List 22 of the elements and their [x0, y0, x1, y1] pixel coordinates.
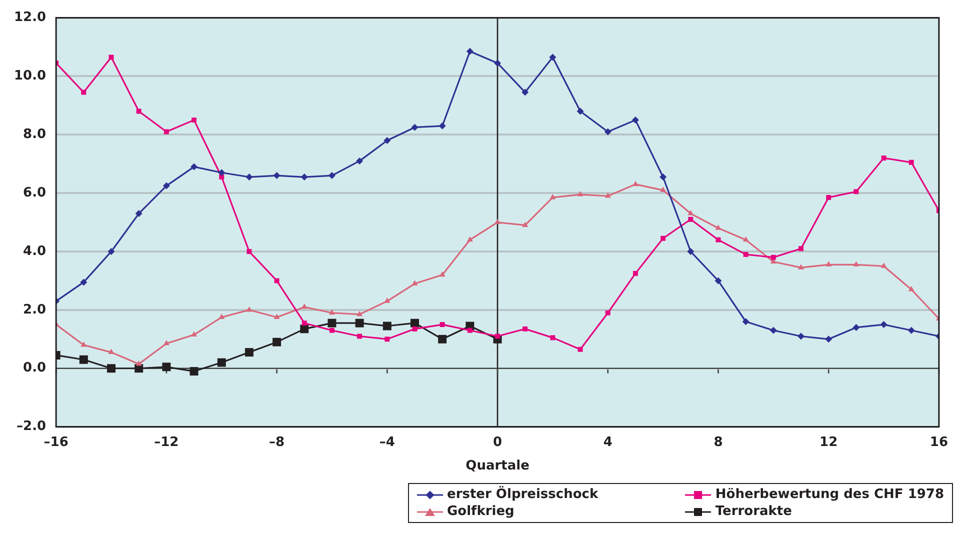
- x-tick-label: 8: [714, 434, 723, 450]
- legend-label: Terrorakte: [715, 504, 792, 519]
- x-tick-label: –16: [44, 434, 68, 450]
- x-tick-label: –8: [269, 434, 285, 450]
- y-tick-label: 10.0: [14, 68, 46, 84]
- legend-label: Golfkrieg: [447, 504, 514, 519]
- y-tick-label: –2.0: [16, 419, 46, 434]
- y-tick-label: 6.0: [23, 185, 46, 200]
- x-tick-label: 0: [492, 434, 502, 450]
- y-tick-label: 12.0: [14, 10, 46, 26]
- x-tick-label: –12: [154, 434, 179, 450]
- x-tick-label: 12: [820, 434, 838, 450]
- y-tick-label: 4.0: [23, 244, 46, 259]
- legend-label: Höherbewertung des CHF 1978: [715, 487, 944, 502]
- y-tick-label: 0.0: [23, 360, 46, 376]
- x-tick-label: –4: [379, 434, 395, 450]
- legend-label: erster Ölpreisschock: [447, 487, 598, 502]
- y-tick-label: 8.0: [23, 127, 46, 142]
- y-tick-label: 2.0: [23, 302, 46, 318]
- x-tick-label: 4: [603, 434, 612, 450]
- x-axis-title: Quartale: [466, 458, 530, 474]
- x-tick-label: 16: [930, 434, 948, 450]
